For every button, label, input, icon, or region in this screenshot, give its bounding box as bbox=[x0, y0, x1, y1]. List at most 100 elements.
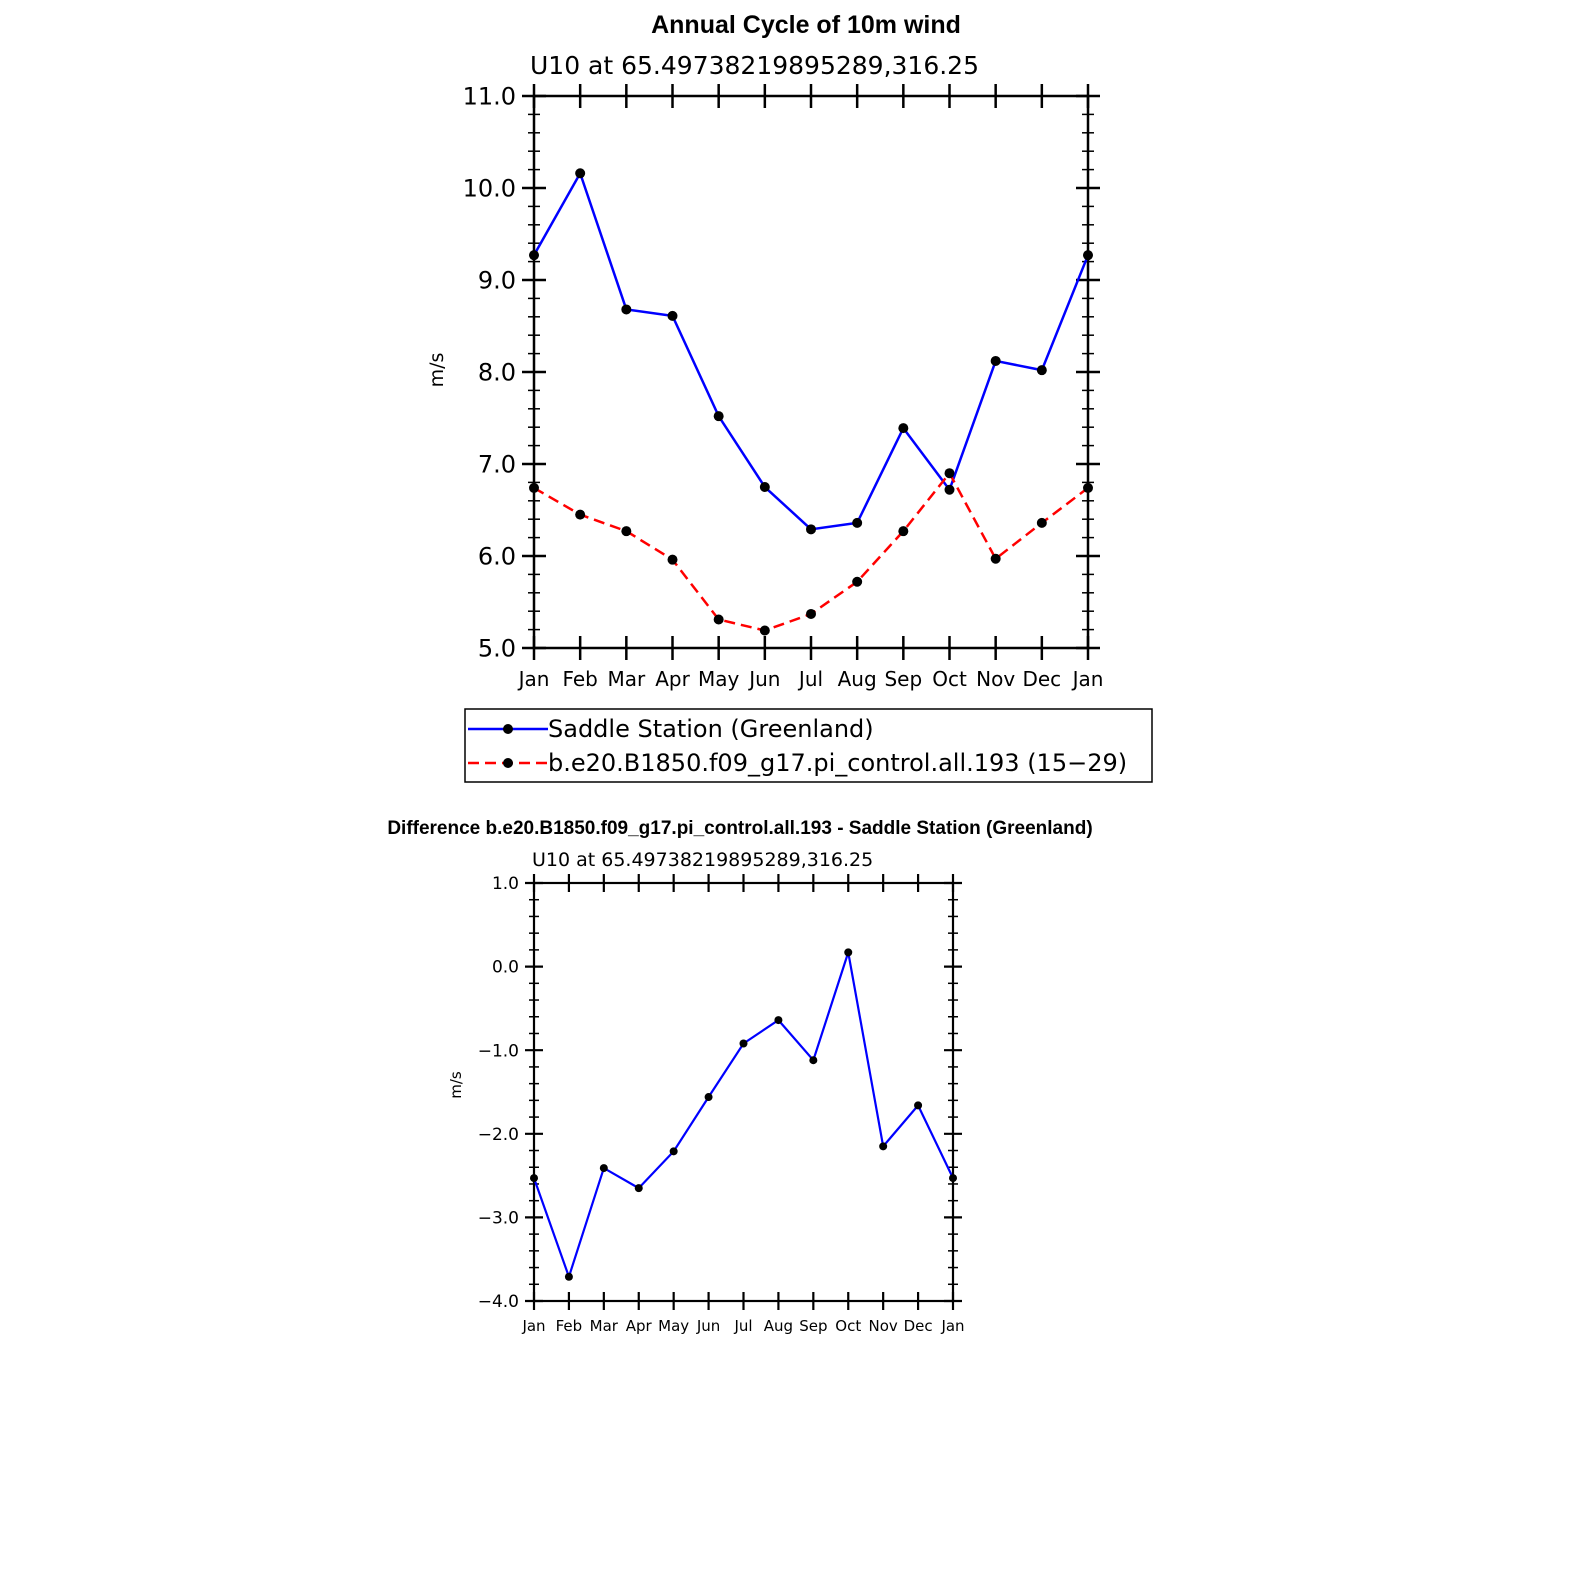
chart-1-series-1-point bbox=[852, 576, 863, 587]
chart-1-series-0-point bbox=[852, 517, 863, 528]
chart-1-xtick-label: Dec bbox=[1022, 667, 1061, 691]
chart-1-xtick-label: Nov bbox=[976, 667, 1015, 691]
chart-2-series-0-point bbox=[844, 948, 853, 957]
chart-1-series-1-point bbox=[1036, 517, 1047, 528]
chart-1-series-0-point bbox=[621, 304, 632, 315]
chart-2-axis-ticks: −4.0 −3.0 −2.0 −1.0 0.0 1.0 Jan Feb Mar Apr May Jun… bbox=[478, 874, 965, 1335]
chart-1-ytick-label: 9.0 bbox=[478, 267, 516, 295]
chart-2-series-0-point bbox=[564, 1272, 573, 1281]
chart-2-xtick-label: Mar bbox=[590, 1317, 619, 1335]
chart-2-xtick-label: Oct bbox=[835, 1317, 861, 1335]
chart-1-legend: Saddle Station (Greenland) b.e20.B1850.f… bbox=[464, 708, 1153, 783]
chart-1-series-1-point bbox=[575, 509, 586, 520]
chart-1-xtick-label: Jan bbox=[1071, 667, 1104, 691]
chart-2-series-0-point bbox=[879, 1142, 888, 1151]
chart-1-series-0-point bbox=[667, 310, 678, 321]
chart-1-series bbox=[529, 168, 1093, 636]
legend-label-model: b.e20.B1850.f09_g17.pi_control.all.193 (… bbox=[548, 749, 1127, 777]
chart-1-series-0-line bbox=[532, 170, 1090, 531]
chart-1-series-0-point bbox=[759, 482, 770, 492]
chart-1-series-0-point bbox=[713, 411, 724, 422]
chart-2-subtitle: U10 at 65.49738219895289,316.25 bbox=[532, 849, 873, 871]
chart-2-series-0-point bbox=[669, 1147, 678, 1156]
chart-1-series-0-point bbox=[1036, 365, 1047, 376]
chart-1-xtick-label: Jul bbox=[797, 667, 823, 691]
chart-2-ytick-label: −2.0 bbox=[478, 1125, 519, 1145]
chart-2-xtick-label: Jun bbox=[696, 1317, 720, 1335]
chart-1-series-0-point bbox=[1083, 250, 1093, 261]
chart-2-series-0-point bbox=[774, 1016, 783, 1025]
chart-2-ytick-label: 1.0 bbox=[492, 874, 519, 894]
chart-2-series-0-point bbox=[949, 1174, 957, 1183]
chart-2-plot-frame bbox=[532, 881, 955, 1303]
chart-2-ytick-label: −4.0 bbox=[478, 1292, 519, 1312]
chart-1-series-0-point bbox=[898, 423, 909, 434]
chart-1-xtick-label: May bbox=[698, 667, 740, 691]
chart-1-series-1-point bbox=[1083, 482, 1093, 493]
chart-1-series-0-point bbox=[944, 484, 955, 495]
chart-1-ytick-label: 10.0 bbox=[463, 175, 516, 203]
chart-1-series-1-point bbox=[990, 553, 1001, 564]
chart-1-xtick-label: Jan bbox=[517, 667, 550, 691]
chart-2-xtick-label: May bbox=[658, 1317, 689, 1335]
chart-2-series-0-point bbox=[914, 1101, 923, 1110]
chart-2-xtick-label: Jul bbox=[733, 1317, 752, 1335]
chart-1-ytick-label: 5.0 bbox=[478, 635, 516, 663]
chart-2-ylabel: m/s bbox=[447, 1071, 465, 1099]
chart-1-ytick-label: 8.0 bbox=[478, 359, 516, 387]
legend-swatch-model-marker bbox=[503, 758, 513, 768]
chart-1-series-1-point bbox=[667, 554, 678, 565]
chart-2-ytick-label: 0.0 bbox=[492, 958, 519, 978]
chart-1-xtick-label: Sep bbox=[884, 667, 922, 691]
chart-1-series-0-point bbox=[990, 355, 1001, 366]
chart-1-ytick-label: 7.0 bbox=[478, 451, 516, 479]
chart-1-series-1-point bbox=[713, 614, 724, 625]
chart-1-series-1-point bbox=[944, 468, 955, 479]
chart-1-title: Annual Cycle of 10m wind bbox=[651, 11, 961, 39]
chart-2-xtick-label: Feb bbox=[556, 1317, 583, 1335]
chart-2-series bbox=[530, 948, 957, 1281]
chart-1: Annual Cycle of 10m wind U10 at 65.49738… bbox=[426, 11, 1153, 783]
chart-1-series-1-point bbox=[898, 526, 909, 537]
chart-2-series-0-point bbox=[599, 1164, 608, 1173]
chart-1-xtick-label: Aug bbox=[838, 667, 877, 691]
chart-1-plot-border bbox=[532, 94, 1090, 650]
legend-box bbox=[464, 708, 1153, 783]
chart-1-series-0-point bbox=[806, 524, 816, 535]
chart-1-axis-ticks: 5.0 6.0 7.0 8.0 9.0 10.0 11.0 Jan Feb Mar Apr May Ju… bbox=[463, 83, 1104, 691]
chart-1-xtick-label: Jun bbox=[747, 667, 780, 691]
chart-2-series-0-point bbox=[634, 1184, 643, 1193]
chart-2-xtick-label: Jan bbox=[940, 1317, 964, 1335]
chart-2-ytick-label: −1.0 bbox=[478, 1041, 519, 1061]
chart-1-series-1-point bbox=[759, 625, 770, 636]
chart-1-series-0-point bbox=[529, 250, 539, 261]
chart-2-xtick-label: Jan bbox=[521, 1317, 545, 1335]
chart-2-xtick-label: Dec bbox=[904, 1317, 933, 1335]
chart-2-series-0-line bbox=[532, 952, 954, 1281]
chart-2-xtick-label: Nov bbox=[869, 1317, 898, 1335]
chart-2-plot-border bbox=[532, 881, 955, 1303]
chart-2-series-0-point bbox=[704, 1093, 713, 1102]
legend-label-saddle-station: Saddle Station (Greenland) bbox=[548, 715, 874, 743]
chart-2: Difference b.e20.B1850.f09_g17.pi_contro… bbox=[387, 818, 1092, 1335]
chart-1-xtick-label: Feb bbox=[562, 667, 597, 691]
chart-1-plot-frame bbox=[532, 94, 1090, 650]
chart-2-series-0-point bbox=[739, 1039, 748, 1048]
chart-1-series-0-point bbox=[575, 168, 586, 179]
chart-2-title: Difference b.e20.B1850.f09_g17.pi_contro… bbox=[387, 818, 1092, 839]
chart-1-ytick-label: 6.0 bbox=[478, 543, 516, 571]
chart-1-xtick-label: Oct bbox=[932, 667, 967, 691]
chart-1-xtick-label: Apr bbox=[655, 667, 690, 691]
legend-swatch-saddle-station-marker bbox=[503, 724, 513, 734]
chart-2-xtick-label: Sep bbox=[799, 1317, 827, 1335]
chart-1-ylabel: m/s bbox=[426, 353, 448, 388]
chart-2-series-0-point bbox=[530, 1174, 538, 1183]
chart-2-series-0-point bbox=[809, 1056, 818, 1065]
chart-1-series-1-point bbox=[806, 608, 816, 619]
chart-2-ytick-label: −3.0 bbox=[478, 1209, 519, 1229]
chart-1-subtitle: U10 at 65.49738219895289,316.25 bbox=[530, 51, 979, 80]
chart-1-ytick-label: 11.0 bbox=[463, 83, 516, 111]
chart-1-series-1-line bbox=[533, 470, 1089, 632]
chart-1-series-1-point bbox=[621, 526, 632, 537]
